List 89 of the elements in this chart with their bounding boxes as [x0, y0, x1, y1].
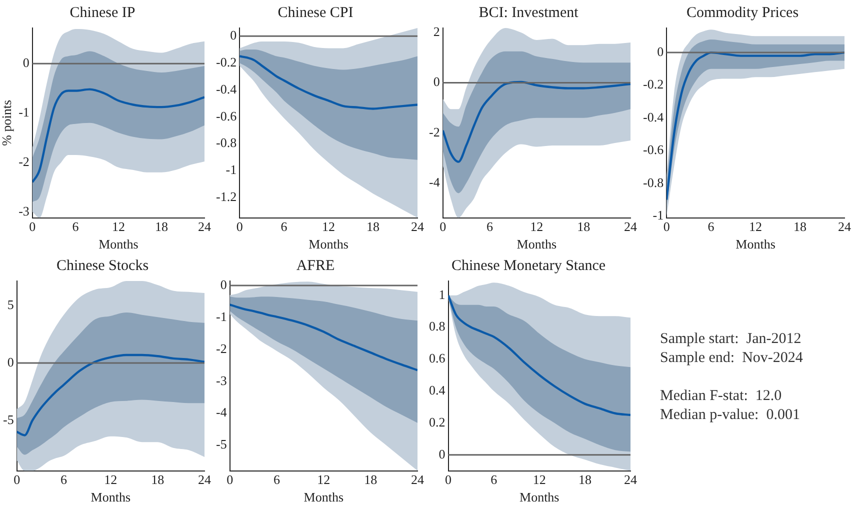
y-tick-label: 0: [7, 354, 14, 370]
x-axis-title: Months: [98, 236, 138, 252]
x-tick-label: 18: [577, 219, 590, 234]
line-series: [442, 80, 630, 163]
x-tick-label: 18: [154, 219, 168, 234]
y-tick-label: -5: [216, 436, 227, 452]
y-tick-label: -4: [428, 174, 440, 190]
x-tick-label: 18: [151, 472, 164, 488]
x-axis-title: Months: [308, 236, 348, 252]
line-series: [230, 304, 418, 372]
y-tick-label: -0.6: [642, 142, 664, 158]
y-tick-label: -2: [18, 154, 30, 169]
y-tick-label: -0.2: [642, 76, 664, 92]
x-tick-label: 24: [624, 472, 638, 488]
x-tick-label: 6: [72, 219, 80, 234]
x-axis-title: Months: [304, 490, 344, 505]
y-tick-label: 0: [220, 276, 227, 292]
y-tick-label: -0.4: [642, 109, 664, 124]
x-tick-label: 18: [366, 219, 380, 234]
chart-title: Commodity Prices: [686, 4, 799, 21]
y-tick-label: -0.8: [642, 174, 664, 190]
y-tick-label: 0: [657, 44, 664, 59]
y-tick-label: 5: [7, 297, 14, 312]
y-axis-title: % points: [0, 100, 14, 146]
x-tick-label: 6: [280, 219, 288, 234]
x-tick-label: 6: [490, 472, 498, 488]
x-axis-title: Months: [520, 490, 560, 505]
chart-title: Chinese Monetary Stance: [451, 258, 606, 274]
x-tick-label: 18: [794, 219, 807, 234]
y-tick-label: -1: [18, 104, 30, 120]
x-tick-label: 24: [838, 219, 852, 234]
x-tick-label: 24: [198, 472, 212, 488]
x-axis-title: Months: [736, 236, 776, 252]
x-tick-label: 18: [578, 472, 592, 488]
y-tick-label: -0.2: [216, 54, 237, 70]
y-tick-label: -0.6: [216, 108, 238, 124]
y-tick-label: -0.8: [216, 135, 237, 150]
y-tick-label: 0.6: [429, 350, 446, 366]
y-tick-label: 0.4: [429, 382, 446, 398]
chart-title: Chinese IP: [70, 4, 136, 21]
line-series: [448, 294, 630, 416]
x-tick-label: 24: [411, 472, 424, 488]
y-tick-label: -1: [216, 308, 227, 324]
text: Median F-stat: 12.0: [660, 387, 783, 406]
y-tick-label: 0: [230, 28, 237, 42]
line-series: [240, 55, 418, 110]
y-tick-label: 0: [438, 446, 446, 462]
x-tick-label: 12: [322, 219, 336, 234]
chart-title: BCI: Investment: [478, 4, 580, 21]
x-tick-label: 12: [112, 219, 125, 234]
y-tick-label: -3: [216, 372, 227, 388]
y-tick-label: -3: [18, 203, 30, 218]
y-tick-label: -4: [216, 404, 228, 420]
x-tick-label: 18: [364, 472, 378, 488]
y-tick-label: 0: [22, 55, 30, 70]
line-series: [16, 354, 204, 436]
y-tick-label: -0.4: [216, 81, 238, 96]
y-tick-label: -1.2: [216, 189, 237, 204]
x-tick-label: 12: [104, 472, 118, 488]
chart-title: Chinese CPI: [278, 4, 354, 21]
y-tick-label: -5: [2, 412, 14, 427]
x-tick-label: 12: [317, 472, 330, 488]
y-tick-label: 0.2: [429, 414, 446, 430]
y-tick-label: -1: [226, 162, 237, 178]
y-tick-label: -2: [216, 340, 227, 356]
chart-title: Chinese Stocks: [56, 258, 149, 274]
x-tick-label: 24: [411, 219, 424, 234]
text: Sample end: Nov-2024: [660, 349, 803, 368]
x-tick-label: 6: [708, 219, 715, 234]
x-tick-label: 6: [60, 472, 68, 488]
x-tick-label: 24: [198, 219, 212, 234]
text: Median p-value: 0.001: [660, 406, 801, 425]
y-tick-label: 2: [433, 24, 440, 39]
line-series: [32, 88, 204, 184]
chart-title: AFRE: [296, 258, 335, 274]
y-tick-label: 0: [433, 74, 440, 90]
y-tick-label: 0.8: [429, 318, 446, 334]
x-tick-label: 12: [530, 219, 544, 234]
x-axis-title: Months: [516, 236, 557, 252]
x-tick-label: 6: [486, 219, 494, 234]
x-tick-label: 6: [273, 472, 280, 488]
y-tick-label: -2: [428, 124, 440, 140]
y-tick-label: 1: [438, 286, 446, 302]
y-tick-label: -1: [652, 208, 664, 223]
x-axis-title: Months: [90, 490, 131, 505]
text: Sample start: Jan-2012: [660, 330, 802, 349]
x-tick-label: 24: [624, 219, 638, 234]
x-tick-label: 12: [749, 219, 762, 234]
x-tick-label: 12: [532, 472, 546, 488]
